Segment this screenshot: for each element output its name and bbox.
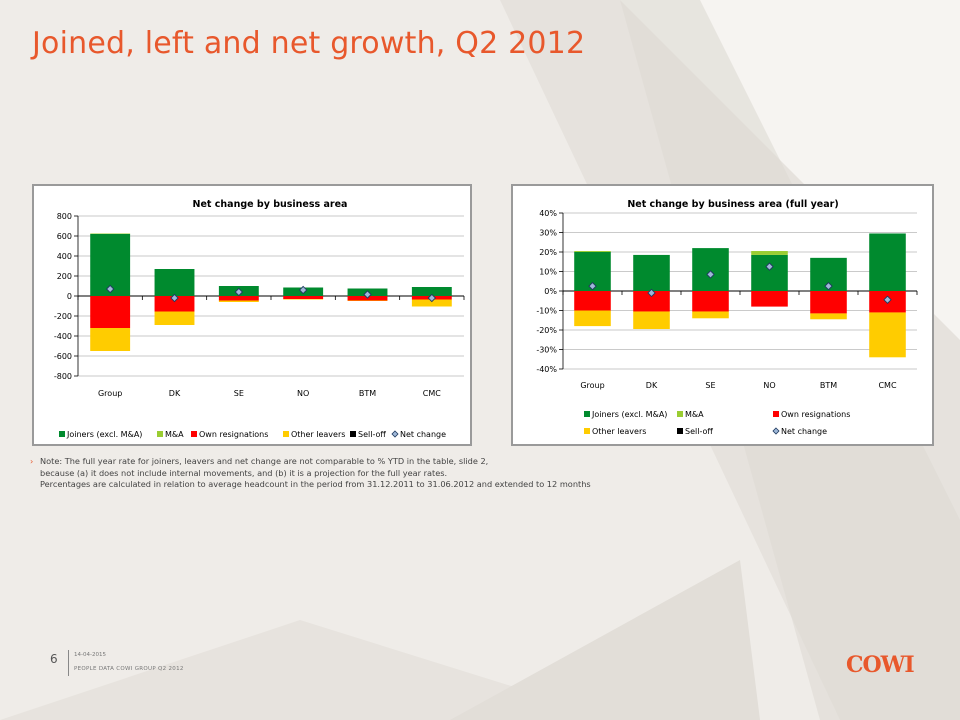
bar-other-leavers-dk: [633, 311, 670, 329]
x-tick-label: CMC: [878, 381, 896, 390]
legend-swatch-net-change: [392, 431, 398, 437]
chart-net-change: Net change by business area 800 600 400 200 0…: [32, 184, 472, 446]
y-tick-label: -40%: [536, 365, 557, 374]
legend-swatch-joiners-excl-m-a: [584, 411, 590, 417]
legend-swatch-own-resignations: [773, 411, 779, 417]
bar-own-resignations-group: [574, 291, 611, 311]
y-tick-label: -20%: [536, 326, 557, 335]
page-title: Joined, left and net growth, Q2 2012: [32, 26, 585, 61]
bar-other-leavers-dk: [155, 312, 195, 326]
legend-swatch-m-a: [677, 411, 683, 417]
y-tick-label: -200: [54, 312, 72, 321]
note-line-1: Note: The full year rate for joiners, le…: [40, 456, 591, 468]
legend-label-own-resignations: Own resignations: [199, 430, 268, 439]
y-tick-label: -800: [54, 372, 72, 381]
x-tick-label: DK: [169, 389, 181, 398]
legend-label-own-resignations: Own resignations: [781, 410, 850, 419]
y-tick-label: 40%: [539, 209, 557, 218]
bar-own-resignations-no: [751, 291, 788, 307]
chart-net-change-svg: Net change by business area 800 600 400 200 0…: [34, 186, 470, 444]
bar-joiners-excl-m-a-cmc: [869, 233, 906, 291]
x-tick-label: Group: [580, 381, 604, 390]
legend-label-joiners-excl-m-a: Joiners (excl. M&A): [66, 430, 142, 439]
legend-label-sell-off: Sell-off: [685, 427, 713, 436]
legend-swatch-other-leavers: [283, 431, 289, 437]
y-tick-label: 0: [67, 292, 72, 301]
bar-own-resignations-se: [219, 296, 259, 301]
legend-label-joiners-excl-m-a: Joiners (excl. M&A): [591, 410, 667, 419]
legend-label-net-change: Net change: [400, 430, 446, 439]
bar-own-resignations-no: [283, 296, 323, 299]
y-tick-label: 200: [57, 272, 72, 281]
legend-swatch-other-leavers: [584, 428, 590, 434]
footer-document-title: PEOPLE DATA COWI GROUP Q2 2012: [74, 666, 184, 672]
page-number: 6: [50, 652, 58, 666]
x-tick-label: BTM: [820, 381, 837, 390]
legend-swatch-sell-off: [350, 431, 356, 437]
footer-date: 14-04-2015: [74, 652, 106, 658]
y-tick-label: 30%: [539, 229, 557, 238]
x-tick-label: Group: [98, 389, 122, 398]
x-tick-label: NO: [297, 389, 309, 398]
bar-other-leavers-group: [574, 311, 611, 327]
bar-other-leavers-btm: [810, 313, 847, 319]
legend-label-sell-off: Sell-off: [358, 430, 386, 439]
note-line-3: Percentages are calculated in relation t…: [40, 479, 591, 491]
bar-joiners-excl-m-a-dk: [155, 269, 195, 296]
legend-swatch-joiners-excl-m-a: [59, 431, 65, 437]
bar-other-leavers-cmc: [869, 312, 906, 357]
footer-divider: [68, 650, 69, 676]
legend-label-other-leavers: Other leavers: [592, 427, 646, 436]
y-tick-label: -400: [54, 332, 72, 341]
y-tick-label: 800: [57, 212, 72, 221]
bar-joiners-excl-m-a-se: [692, 248, 729, 291]
bar-own-resignations-se: [692, 291, 729, 311]
legend-swatch-sell-off: [677, 428, 683, 434]
note-line-2: because (a) it does not include internal…: [40, 468, 591, 480]
bar-own-resignations-group: [90, 296, 130, 328]
y-tick-label: 0%: [544, 287, 557, 296]
chart-title: Net change by business area (full year): [627, 199, 838, 210]
legend-swatch-m-a: [157, 431, 163, 437]
bar-other-leavers-se: [219, 301, 259, 303]
chart-title: Net change by business area: [193, 199, 348, 210]
legend-label-other-leavers: Other leavers: [291, 430, 345, 439]
legend-label-net-change: Net change: [781, 427, 827, 436]
bar-own-resignations-btm: [810, 291, 847, 313]
legend-label-m-a: M&A: [685, 410, 704, 419]
legend-label-m-a: M&A: [165, 430, 184, 439]
chart-net-change-full-year-svg: Net change by business area (full year) 4…: [513, 186, 932, 444]
bar-other-leavers-se: [692, 311, 729, 318]
x-tick-label: CMC: [423, 389, 441, 398]
y-tick-label: 20%: [539, 248, 557, 257]
y-tick-label: -30%: [536, 346, 557, 355]
x-tick-label: SE: [705, 381, 715, 390]
y-tick-label: -10%: [536, 307, 557, 316]
bar-m-a-group: [90, 234, 130, 235]
x-tick-label: DK: [646, 381, 658, 390]
y-tick-label: 10%: [539, 268, 557, 277]
bar-other-leavers-no: [283, 299, 323, 300]
note-bullet: ›: [30, 456, 33, 468]
legend-swatch-own-resignations: [191, 431, 197, 437]
y-tick-label: 400: [57, 252, 72, 261]
x-tick-label: NO: [763, 381, 775, 390]
bar-joiners-excl-m-a-dk: [633, 255, 670, 291]
x-tick-label: BTM: [359, 389, 376, 398]
bar-joiners-excl-m-a-no: [751, 255, 788, 291]
x-tick-label: SE: [234, 389, 244, 398]
bar-m-a-group: [574, 251, 611, 252]
cowi-logo: COWI: [846, 652, 914, 678]
bar-m-a-no: [751, 251, 788, 255]
y-tick-label: 600: [57, 232, 72, 241]
y-tick-label: -600: [54, 352, 72, 361]
bar-other-leavers-group: [90, 328, 130, 351]
chart-net-change-full-year: Net change by business area (full year) 4…: [511, 184, 934, 446]
bar-other-leavers-btm: [348, 301, 388, 302]
legend-swatch-net-change: [773, 428, 779, 434]
